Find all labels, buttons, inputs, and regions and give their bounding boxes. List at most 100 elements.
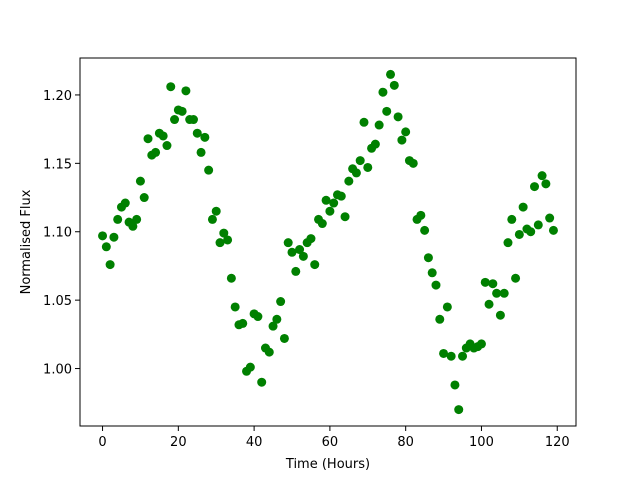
- x-axis-label: Time (Hours): [285, 457, 370, 472]
- point: [499, 288, 509, 298]
- point: [548, 225, 558, 235]
- y-tick-label: 1.05: [43, 294, 72, 309]
- point: [446, 351, 456, 361]
- point: [503, 238, 513, 248]
- point: [325, 206, 335, 216]
- point: [120, 198, 130, 208]
- point: [291, 266, 301, 276]
- x-tick-label: 40: [246, 435, 263, 450]
- y-tick-label: 1.20: [43, 89, 72, 104]
- point: [374, 120, 384, 130]
- point: [344, 176, 354, 186]
- point: [298, 251, 308, 261]
- point: [420, 225, 430, 235]
- point: [139, 193, 149, 203]
- point: [143, 134, 153, 144]
- point: [310, 260, 320, 270]
- point: [492, 288, 502, 298]
- point: [397, 135, 407, 145]
- point: [257, 377, 267, 387]
- point: [109, 232, 119, 242]
- plot-frame: [79, 57, 577, 427]
- point: [423, 253, 433, 263]
- point: [329, 198, 339, 208]
- point: [393, 112, 403, 122]
- point: [253, 312, 263, 322]
- point: [192, 128, 202, 138]
- point: [204, 165, 214, 175]
- point: [454, 405, 464, 415]
- point: [177, 106, 187, 116]
- point: [306, 234, 316, 244]
- point: [317, 219, 327, 229]
- point: [287, 247, 297, 257]
- y-tick-label: 1.00: [43, 363, 72, 378]
- point: [442, 302, 452, 312]
- point: [101, 242, 111, 252]
- point: [537, 171, 547, 181]
- point: [196, 147, 206, 157]
- point: [427, 268, 437, 278]
- point: [401, 127, 411, 137]
- point: [514, 229, 524, 239]
- point: [321, 195, 331, 205]
- point: [158, 131, 168, 141]
- point: [98, 231, 108, 241]
- point: [351, 168, 361, 178]
- point: [526, 227, 536, 237]
- point: [135, 176, 145, 186]
- point: [207, 214, 217, 224]
- point: [518, 202, 528, 212]
- point: [488, 279, 498, 289]
- point: [378, 87, 388, 97]
- point: [431, 280, 441, 290]
- point: [283, 238, 293, 248]
- point: [363, 162, 373, 172]
- point: [113, 214, 123, 224]
- point: [128, 221, 138, 231]
- point: [264, 347, 274, 357]
- point: [238, 318, 248, 328]
- point: [245, 362, 255, 372]
- point: [530, 182, 540, 192]
- x-tick-label: 100: [469, 435, 494, 450]
- point: [435, 314, 445, 324]
- point: [268, 321, 278, 331]
- point: [200, 132, 210, 142]
- point: [476, 339, 486, 349]
- point: [408, 158, 418, 168]
- point: [223, 235, 233, 245]
- point: [355, 156, 365, 166]
- point: [188, 115, 198, 125]
- point: [450, 380, 460, 390]
- point: [533, 220, 543, 230]
- point: [105, 260, 115, 270]
- point: [389, 80, 399, 90]
- point: [295, 245, 305, 255]
- point: [382, 106, 392, 116]
- point: [541, 179, 551, 189]
- x-tick-label: 0: [98, 435, 106, 450]
- point: [211, 206, 221, 216]
- point: [132, 214, 142, 224]
- point: [386, 69, 396, 79]
- point: [215, 238, 225, 248]
- x-tick-label: 120: [545, 435, 570, 450]
- point: [458, 351, 468, 361]
- point: [370, 139, 380, 149]
- point: [226, 273, 236, 283]
- point: [272, 314, 282, 324]
- x-tick-label: 80: [397, 435, 414, 450]
- y-tick-label: 1.10: [43, 226, 72, 241]
- point: [276, 297, 286, 307]
- point: [336, 191, 346, 201]
- y-axis-label: Normalised Flux: [19, 189, 34, 294]
- point: [495, 310, 505, 320]
- point: [340, 212, 350, 222]
- x-tick-label: 60: [322, 435, 339, 450]
- point: [439, 348, 449, 358]
- point: [219, 228, 229, 238]
- point: [359, 117, 369, 127]
